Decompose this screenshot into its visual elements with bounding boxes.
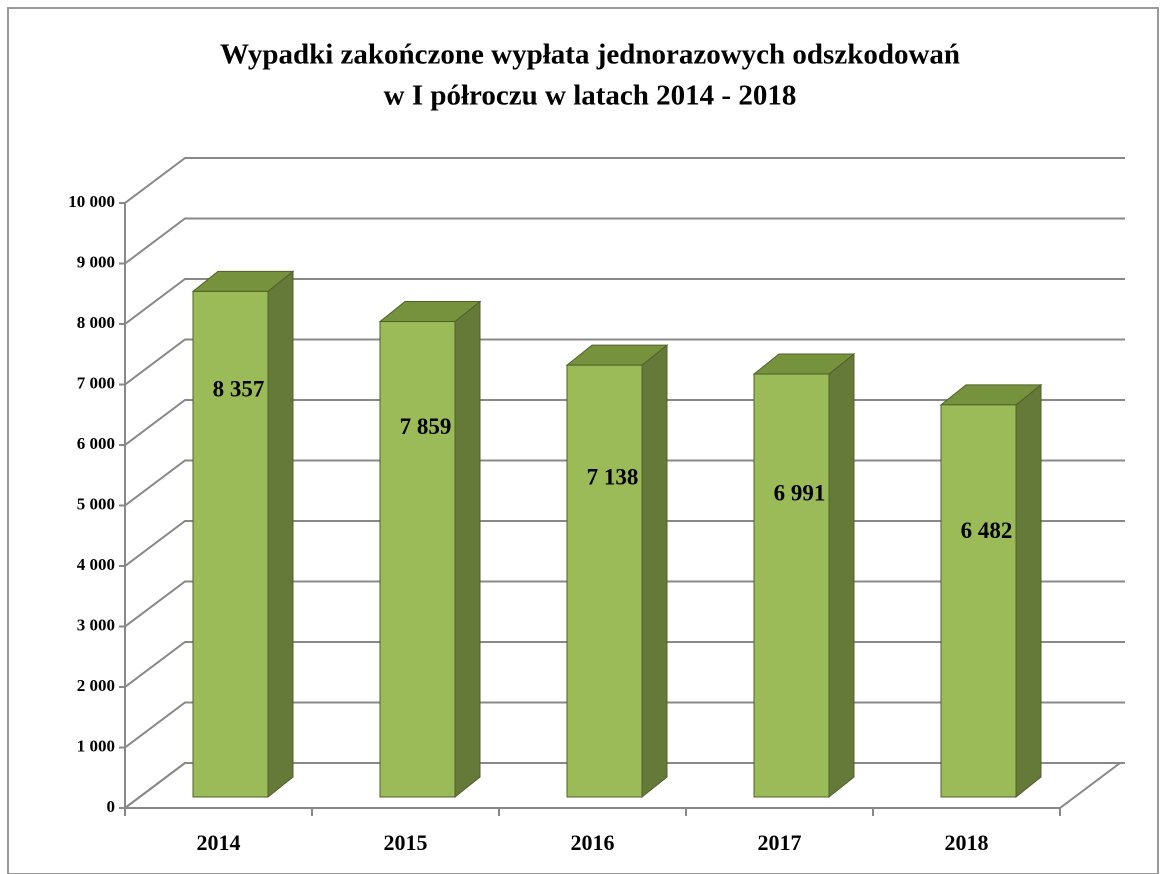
y-tick-label: 10 000: [68, 192, 115, 211]
grid-line: [124, 338, 1125, 386]
data-label: 6 482: [961, 518, 1013, 543]
bar: [379, 321, 456, 798]
y-tick-label: 7 000: [77, 373, 115, 392]
data-label: 6 991: [774, 480, 826, 505]
data-label: 7 859: [400, 414, 452, 439]
bar: [753, 373, 830, 798]
bar: [940, 404, 1017, 798]
chart-title: Wypadki zakończone wypłata jednorazowych…: [220, 39, 960, 71]
bar-side: [1015, 383, 1042, 799]
data-label: 7 138: [587, 464, 639, 489]
y-tick-label: 8 000: [77, 313, 115, 332]
bar: [566, 364, 643, 798]
y-tick-label: 0: [107, 797, 116, 816]
y-tick-label: 1 000: [77, 736, 115, 755]
x-tick-label: 2014: [197, 830, 241, 855]
x-tick-label: 2015: [384, 830, 428, 855]
data-label: 8 357: [213, 377, 265, 402]
bar-side: [267, 270, 294, 799]
grid-line: [124, 217, 1125, 265]
x-tick-label: 2016: [571, 830, 615, 855]
grid-line: [124, 157, 1125, 204]
y-tick-label: 9 000: [77, 252, 115, 271]
x-tick-label: 2018: [945, 830, 989, 855]
bar-side: [828, 353, 855, 799]
grid-line: [124, 278, 1125, 325]
x-tick-label: 2017: [758, 830, 802, 855]
bar-side: [641, 344, 668, 799]
y-tick-label: 4 000: [77, 555, 115, 574]
y-tick-label: 5 000: [77, 494, 115, 513]
y-tick-label: 6 000: [77, 434, 115, 453]
chart-title: w I półroczu w latach 2014 - 2018: [384, 80, 797, 112]
y-tick-label: 2 000: [77, 676, 115, 695]
bar-side: [454, 300, 481, 799]
y-tick-label: 3 000: [77, 615, 115, 634]
bar: [192, 290, 269, 798]
